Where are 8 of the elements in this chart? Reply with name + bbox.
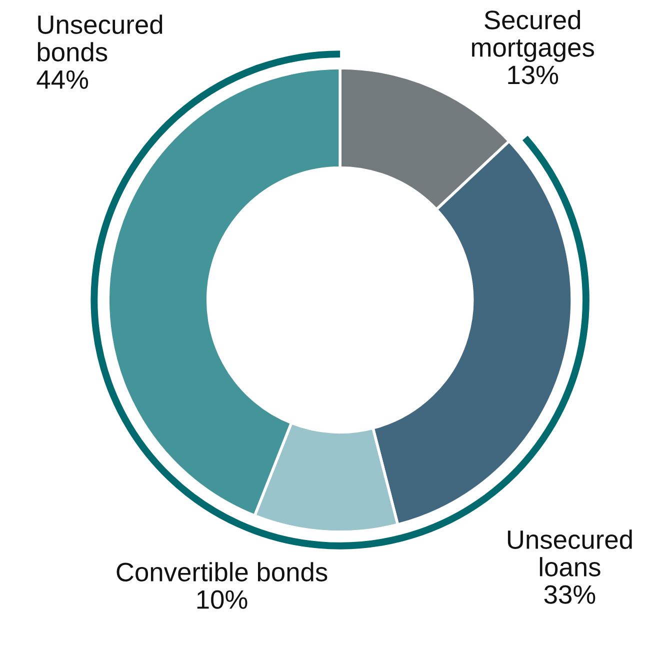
slice-label: Unsecured loans [508,530,632,576]
data-label: 44% [36,70,88,89]
slice-label: Convertible bonds [116,562,328,582]
data-label: 10% [197,590,248,609]
slice-label: Unsecured bonds [38,14,162,62]
slice-label: Secured mortgages [472,10,594,62]
data-label: 13% [508,66,558,84]
data-label: 33% [544,585,596,604]
